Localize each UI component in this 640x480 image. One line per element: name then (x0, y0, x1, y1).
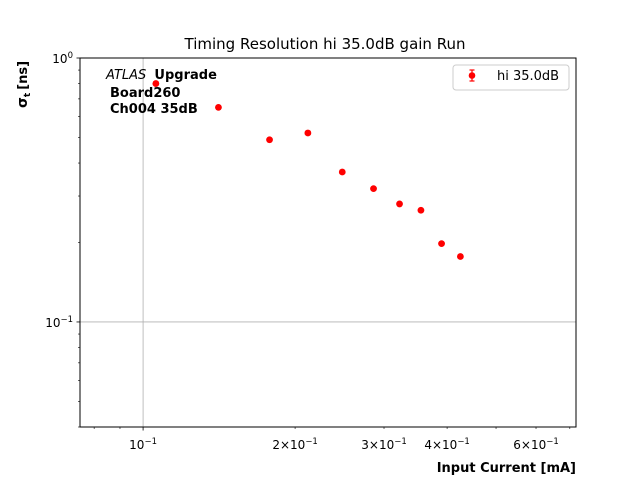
y-tick-label: 10−1 (45, 315, 73, 330)
data-point (370, 185, 377, 193)
tick-labels: 10−1 2×10−1 3×10−1 4×10−1 6×10−1 100 10−1 (45, 51, 559, 452)
data-point (266, 136, 273, 144)
legend-box (452, 64, 570, 91)
x-tick-label: 6×10−1 (513, 437, 559, 452)
x-tick-label: 10−1 (129, 437, 157, 452)
tick-marks (76, 57, 571, 431)
y-axis-label-unit: [ns] (16, 61, 31, 90)
data-point (417, 206, 425, 214)
data-point (456, 253, 464, 260)
x-tick-label: 3×10−1 (361, 437, 407, 452)
grid (80, 58, 576, 427)
y-axis-label-sigma: σ (15, 97, 31, 108)
data-point (338, 168, 346, 176)
data-point (215, 103, 222, 111)
data-points (152, 80, 464, 260)
y-tick-label: 100 (52, 51, 73, 66)
x-tick-label: 4×10−1 (424, 437, 470, 452)
x-tick-label: 2×10−1 (272, 437, 318, 452)
legend: hi 35.0dB (452, 64, 570, 91)
x-axis-label: Input Current [mA] (437, 461, 576, 476)
y-axis-label: σt [ns] (15, 61, 33, 108)
chart-title: Timing Resolution hi 35.0dB gain Run (184, 35, 466, 53)
data-point (152, 80, 160, 87)
data-point (304, 129, 312, 137)
data-point (438, 240, 445, 248)
annotation-atlas: ATLAS (105, 68, 146, 83)
data-point (396, 200, 403, 208)
legend-label: hi 35.0dB (497, 69, 559, 84)
legend-marker (468, 69, 476, 82)
svg-text:ATLAS Upgrade: ATLAS Upgrade (105, 68, 217, 83)
annotation-channel: Ch004 35dB (110, 102, 198, 117)
y-axis-label-subscript: t (23, 92, 33, 97)
annotation-upgrade: Upgrade (154, 68, 217, 83)
atlas-annotation: ATLAS Upgrade Board260 Ch004 35dB (105, 68, 217, 117)
annotation-board: Board260 (110, 86, 180, 101)
